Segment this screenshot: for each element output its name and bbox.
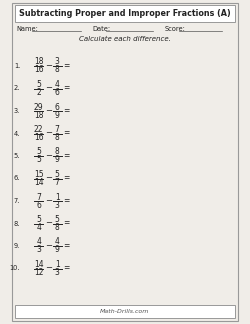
Text: Calculate each difference.: Calculate each difference. <box>79 36 171 42</box>
Text: 7.: 7. <box>14 198 20 204</box>
Text: 8.: 8. <box>14 221 20 226</box>
Text: 8: 8 <box>55 147 60 156</box>
Text: 4: 4 <box>36 237 41 247</box>
Text: 3: 3 <box>55 57 60 66</box>
Text: =: = <box>63 106 70 115</box>
Text: 29: 29 <box>34 102 43 111</box>
Text: −: − <box>46 241 52 250</box>
Text: =: = <box>63 196 70 205</box>
Text: =: = <box>63 218 70 227</box>
Text: =: = <box>63 173 70 182</box>
Text: Math-Drills.com: Math-Drills.com <box>100 309 150 314</box>
Text: 3.: 3. <box>14 108 20 114</box>
Text: 9: 9 <box>55 156 60 165</box>
Text: 6: 6 <box>36 201 41 210</box>
Text: 8: 8 <box>55 133 60 142</box>
FancyBboxPatch shape <box>14 305 235 318</box>
Text: =: = <box>63 61 70 70</box>
Text: −: − <box>46 129 52 137</box>
Text: 5: 5 <box>36 80 41 89</box>
Text: 4.: 4. <box>14 131 20 136</box>
Text: =: = <box>63 129 70 137</box>
Text: −: − <box>46 173 52 182</box>
Text: 12: 12 <box>34 268 43 277</box>
Text: 5: 5 <box>55 170 60 179</box>
Text: =: = <box>63 84 70 92</box>
Text: 3: 3 <box>55 201 60 210</box>
Text: =: = <box>63 151 70 160</box>
Text: 3: 3 <box>55 268 60 277</box>
Text: 6: 6 <box>55 102 60 111</box>
FancyBboxPatch shape <box>12 3 238 321</box>
Text: 5.: 5. <box>14 153 20 159</box>
Text: 9.: 9. <box>14 243 20 249</box>
Text: 16: 16 <box>34 65 43 75</box>
Text: 1.: 1. <box>14 63 20 69</box>
Text: 5: 5 <box>36 147 41 156</box>
Text: 3: 3 <box>36 246 41 254</box>
Text: =: = <box>63 263 70 272</box>
Text: 1: 1 <box>55 192 60 202</box>
Text: 10.: 10. <box>10 265 20 272</box>
Text: 16: 16 <box>34 133 43 142</box>
Text: 5: 5 <box>36 215 41 224</box>
Text: 7: 7 <box>36 192 41 202</box>
Text: 7: 7 <box>55 178 60 187</box>
Text: 4: 4 <box>55 237 60 247</box>
Text: 2: 2 <box>36 88 41 97</box>
Text: 7: 7 <box>55 125 60 134</box>
Text: 9: 9 <box>55 110 60 120</box>
Text: −: − <box>46 196 52 205</box>
Text: 14: 14 <box>34 260 43 269</box>
Text: −: − <box>46 61 52 70</box>
Text: 9: 9 <box>55 246 60 254</box>
Text: 8: 8 <box>55 65 60 75</box>
Text: 8: 8 <box>55 223 60 232</box>
Text: 4: 4 <box>55 80 60 89</box>
Text: 14: 14 <box>34 178 43 187</box>
Text: Date:: Date: <box>92 26 111 32</box>
Text: 18: 18 <box>34 57 43 66</box>
Text: 5: 5 <box>55 215 60 224</box>
Text: 6: 6 <box>55 88 60 97</box>
Text: 1: 1 <box>55 260 60 269</box>
Text: 2.: 2. <box>14 86 20 91</box>
FancyBboxPatch shape <box>14 5 235 22</box>
Text: −: − <box>46 106 52 115</box>
Text: −: − <box>46 263 52 272</box>
Text: 18: 18 <box>34 110 43 120</box>
Text: 22: 22 <box>34 125 43 134</box>
Text: 6.: 6. <box>14 176 20 181</box>
Text: =: = <box>63 241 70 250</box>
Text: Subtracting Proper and Improper Fractions (A): Subtracting Proper and Improper Fraction… <box>19 9 231 18</box>
Text: −: − <box>46 218 52 227</box>
Text: 4: 4 <box>36 223 41 232</box>
Text: Score:: Score: <box>165 26 186 32</box>
Text: Name:: Name: <box>16 26 38 32</box>
Text: 15: 15 <box>34 170 43 179</box>
Text: −: − <box>46 84 52 92</box>
Text: −: − <box>46 151 52 160</box>
Text: 5: 5 <box>36 156 41 165</box>
